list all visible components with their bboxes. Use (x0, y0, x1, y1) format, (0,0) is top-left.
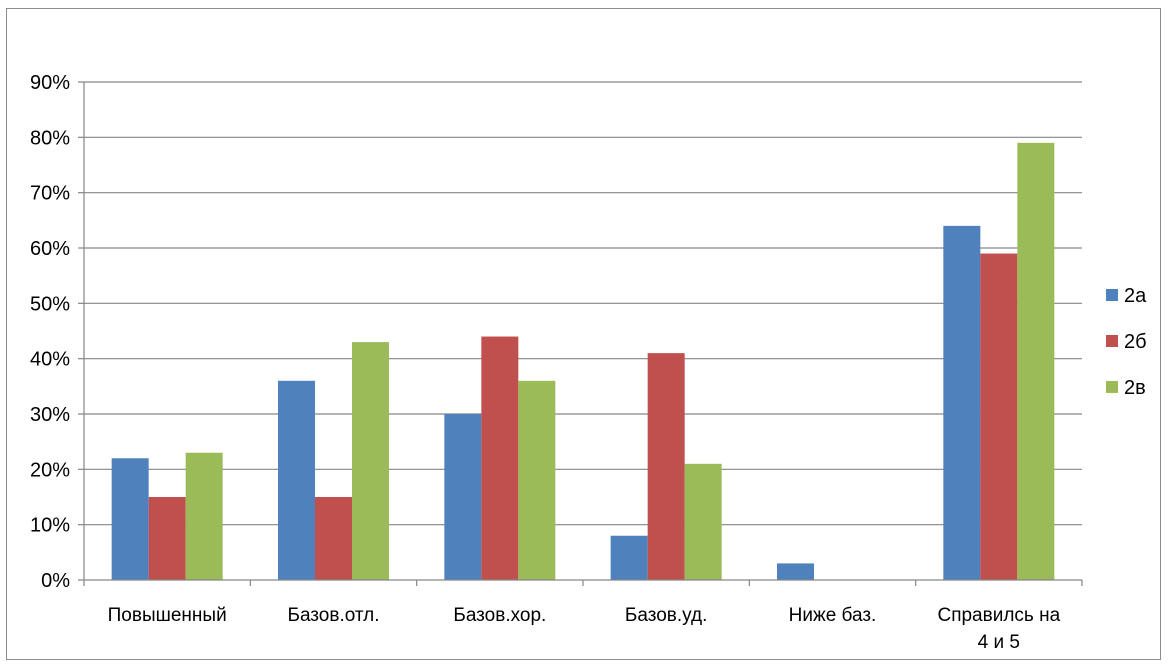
bar (610, 535, 648, 580)
x-category-label: Справилсь на (937, 605, 1060, 626)
y-tick-label: 30% (30, 404, 70, 426)
x-category-label: 4 и 5 (978, 632, 1020, 653)
legend-label: 2б (1124, 331, 1147, 353)
bars (111, 142, 1055, 581)
y-tick-label: 40% (30, 349, 70, 371)
bar (111, 458, 149, 580)
x-category-label: Повышенный (108, 605, 227, 626)
y-tick-label: 70% (30, 183, 70, 205)
y-tick-label: 0% (41, 570, 70, 592)
bar (980, 253, 1018, 581)
bar (481, 336, 519, 580)
legend: 2а 2б 2в (1106, 285, 1147, 399)
bar (185, 452, 223, 580)
y-tick-label: 60% (30, 238, 70, 260)
legend-swatch (1106, 381, 1118, 393)
y-tick-label: 90% (30, 72, 70, 94)
x-axis-labels: Повышенный Базов.отл. Базов.хор. Базов.уд. Н… (108, 605, 1061, 653)
bar (518, 380, 556, 580)
y-tick-label: 10% (30, 515, 70, 537)
bar (444, 414, 482, 580)
y-tick-label: 80% (30, 127, 70, 149)
y-tick-label: 50% (30, 293, 70, 315)
x-category-label: Базов.уд. (625, 605, 708, 626)
axes (83, 82, 1083, 586)
legend-label: 2а (1124, 285, 1147, 307)
bar (684, 463, 722, 580)
x-category-label: Ниже баз. (789, 605, 877, 626)
y-tick-label: 20% (30, 459, 70, 481)
legend-swatch (1106, 289, 1118, 301)
bar (777, 563, 814, 580)
bar (352, 342, 389, 580)
bar (315, 497, 352, 580)
bar (1017, 142, 1055, 580)
x-category-label: Базов.хор. (453, 605, 546, 626)
bar (148, 497, 186, 580)
x-category-label: Базов.отл. (287, 605, 379, 626)
bar (278, 380, 315, 580)
gridlines (84, 81, 1082, 526)
bar (943, 225, 981, 580)
legend-swatch (1106, 335, 1118, 347)
y-axis-ticks: 0% 10% 20% 30% 40% 50% 60% 70% 80% 90% (30, 72, 84, 592)
bar (647, 353, 685, 580)
legend-label: 2в (1124, 377, 1146, 399)
